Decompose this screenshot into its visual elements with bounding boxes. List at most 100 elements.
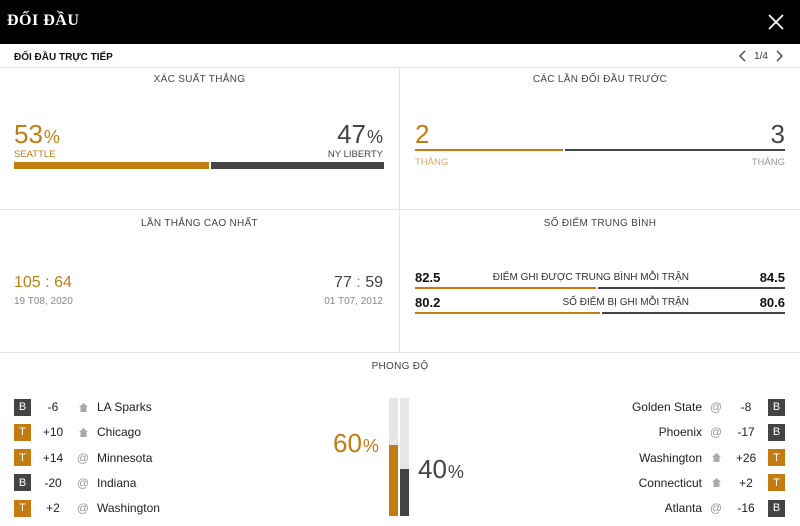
previous-title: CÁC LẦN ĐỐI ĐẦU TRƯỚC: [532, 74, 668, 85]
win-prob-left: 53%: [14, 119, 60, 150]
away-icon: @: [709, 501, 723, 516]
win-prob-right-value: 47: [337, 119, 366, 149]
result-badge: B: [768, 423, 785, 441]
point-diff: +10: [42, 425, 64, 440]
form-left-bar: [389, 398, 398, 516]
win-prob-right: 47%: [337, 119, 383, 150]
opponent-name: Minnesota: [97, 450, 153, 465]
form-game-row: Atlanta @ -16 B: [602, 499, 785, 517]
previous-left-value: 2: [415, 119, 430, 149]
win-prob-right-team: NY LIBERTY: [327, 149, 383, 160]
form-game-row: T +14 @ Minnesota: [14, 449, 197, 467]
previous-left-bar: [415, 149, 563, 151]
average-right-value: 84.5: [759, 270, 785, 285]
result-badge: B: [768, 398, 785, 416]
opponent-name: Chicago: [97, 425, 142, 440]
close-icon[interactable]: [766, 12, 786, 32]
result-badge: B: [768, 499, 785, 517]
sub-header: ĐỐI ĐẦU TRỰC TIẾP 1/4: [0, 44, 800, 68]
point-diff: -6: [47, 400, 59, 414]
percent-sign: %: [43, 127, 60, 147]
average-left-value: 82.5: [415, 270, 441, 285]
chevron-left-icon[interactable]: [736, 49, 750, 63]
point-diff: +26: [735, 450, 757, 465]
average-left-bar: [415, 287, 596, 289]
result-badge: T: [768, 474, 785, 492]
away-icon: @: [76, 475, 90, 490]
result-badge: T: [14, 423, 31, 441]
average-row-label: SỐ ĐIỂM BỊ GHI MỖI TRẬN: [562, 297, 690, 308]
opponent-name: Connecticut: [638, 475, 702, 490]
row-divider: [0, 352, 800, 353]
average-left-value: 80.2: [415, 295, 441, 310]
biggest-win-left-date: 19 T08, 2020: [14, 296, 73, 307]
win-prob-title: XÁC SUẤT THẮNG: [153, 74, 246, 85]
score-b: 59: [365, 274, 383, 291]
point-diff: -16: [737, 501, 755, 516]
result-badge: B: [14, 398, 31, 416]
form-title: PHONG ĐỘ: [371, 361, 429, 372]
win-prob-left-bar: [14, 162, 209, 169]
point-diff: -8: [740, 400, 752, 414]
average-right-value: 80.6: [759, 295, 785, 310]
opponent-name: Golden State: [631, 400, 702, 414]
pager: 1/4: [736, 49, 786, 63]
page-indicator: 1/4: [754, 50, 768, 62]
score-a: 105: [14, 274, 41, 291]
average-row-conceded: 80.2 SỐ ĐIỂM BỊ GHI MỖI TRẬN 80.6: [415, 295, 785, 319]
section-label: ĐỐI ĐẦU TRỰC TIẾP: [14, 52, 113, 63]
result-badge: T: [768, 449, 785, 467]
row-divider: [0, 209, 800, 210]
home-icon: [75, 402, 91, 413]
average-right-bar: [602, 312, 785, 314]
point-diff: -20: [44, 475, 62, 490]
form-right-percent: 40%: [418, 454, 464, 485]
opponent-name: Phoenix: [658, 425, 702, 440]
score-sep: :: [356, 274, 361, 291]
away-icon: @: [709, 400, 723, 414]
home-icon: [708, 452, 724, 463]
score-sep: :: [45, 274, 50, 291]
home-icon: [75, 427, 91, 438]
form-game-row: Golden State @ -8 B: [602, 398, 785, 416]
opponent-name: Indiana: [97, 475, 137, 490]
away-icon: @: [76, 450, 90, 465]
average-left-bar: [415, 312, 600, 314]
point-diff: +2: [739, 475, 753, 490]
away-icon: @: [76, 501, 90, 516]
form-right-bar-fill: [400, 469, 409, 516]
win-prob-left-value: 53: [14, 119, 43, 149]
percent-sign: %: [362, 436, 379, 456]
average-right-bar: [598, 287, 785, 289]
form-right-value: 40: [418, 454, 447, 484]
top-bar: ĐỐI ĐẦU: [0, 0, 800, 44]
win-prob-left-team: SEATTLE: [14, 149, 56, 160]
point-diff: -17: [737, 425, 755, 440]
page-title: ĐỐI ĐẦU: [7, 12, 80, 29]
form-game-row: Washington +26 T: [602, 449, 785, 467]
biggest-win-left-score: 105 : 64: [14, 274, 72, 292]
chevron-right-icon[interactable]: [772, 49, 786, 63]
result-badge: T: [14, 449, 31, 467]
point-diff: +14: [42, 450, 64, 465]
win-prob-right-bar: [211, 162, 384, 169]
previous-right-label: THẮNG: [751, 157, 785, 168]
score-a: 77: [334, 274, 352, 291]
biggest-win-title: LẦN THẮNG CAO NHẤT: [141, 218, 258, 229]
opponent-name: Washington: [97, 501, 160, 516]
form-left-percent: 60%: [333, 428, 379, 459]
percent-sign: %: [366, 127, 383, 147]
average-title: SỐ ĐIỂM TRUNG BÌNH: [543, 218, 657, 229]
percent-sign: %: [447, 462, 464, 482]
previous-left-label: THẮNG: [415, 157, 449, 168]
biggest-win-right-score: 77 : 59: [334, 274, 383, 292]
opponent-name: Atlanta: [664, 501, 702, 516]
average-row-scored: 82.5 ĐIỂM GHI ĐƯỢC TRUNG BÌNH MỖI TRẬN 8…: [415, 270, 785, 294]
form-right-bar: [400, 398, 409, 516]
home-icon: [708, 477, 724, 488]
previous-right-value: 3: [770, 119, 785, 149]
form-left-value: 60: [333, 428, 362, 458]
away-icon: @: [709, 425, 723, 440]
column-divider: [399, 68, 400, 352]
form-left-bar-fill: [389, 445, 398, 516]
